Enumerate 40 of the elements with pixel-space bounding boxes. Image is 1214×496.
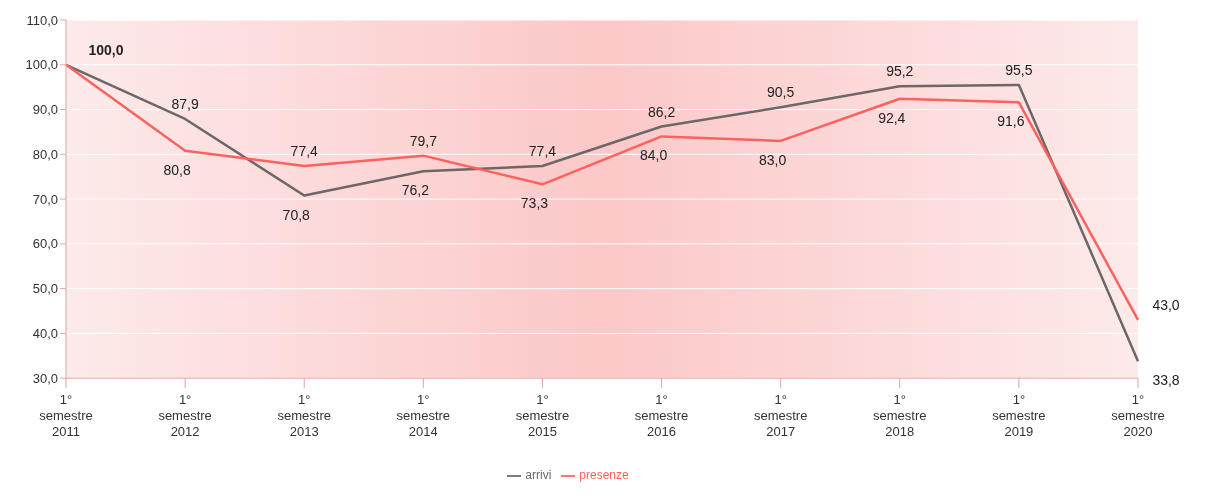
data-label: 79,7 [409,132,438,149]
data-label: 91,6 [997,113,1025,130]
y-tick-label: 30,0 [32,370,58,386]
data-label: 77,4 [290,142,319,159]
y-tick-label: 60,0 [32,236,58,252]
data-label: 84,0 [639,147,668,164]
y-tick-label: 70,0 [32,191,58,207]
data-label: 87,9 [171,95,199,112]
data-label: 83,0 [759,151,787,168]
x-tick-label: 1° semestre 2011 [39,392,93,440]
x-tick-label: 1° semestre 2020 [1111,392,1165,440]
data-label: 90,5 [767,84,795,101]
x-tick-label: 1° semestre 2014 [396,392,451,440]
x-tick-label: 1° semestre 2016 [634,392,689,440]
x-tick-label: 1° semestre 2013 [277,392,331,440]
data-label: 77,4 [528,142,557,159]
x-tick-label: 1° semestre 2017 [753,392,808,440]
legend-label: arrivi [525,468,552,483]
y-tick-label: 110,0 [26,12,58,28]
data-label: 86,2 [647,103,676,120]
data-label: 43,0 [1152,296,1180,313]
x-tick-label: 1° semestre 2012 [158,392,212,440]
y-tick-label: 80,0 [32,146,58,162]
data-label: 70,8 [282,206,311,223]
data-label: 100,0 [88,41,124,58]
data-label: 80,8 [163,161,191,178]
legend-label: presenze [579,468,629,483]
y-tick-label: 100,0 [25,57,58,73]
data-label: 95,2 [886,63,914,80]
y-tick-label: 40,0 [32,326,58,342]
x-tick-label: 1° semestre 2015 [515,392,570,440]
x-tick-label: 1° semestre 2018 [873,392,927,440]
data-label: 92,4 [878,109,906,126]
y-tick-label: 50,0 [32,281,58,297]
y-tick-label: 90,0 [32,102,58,118]
x-tick-label: 1° semestre 2019 [992,392,1046,440]
data-label: 33,8 [1152,372,1180,389]
data-label: 95,5 [1005,61,1033,78]
data-label: 76,2 [401,182,430,199]
data-label: 73,3 [520,195,549,212]
